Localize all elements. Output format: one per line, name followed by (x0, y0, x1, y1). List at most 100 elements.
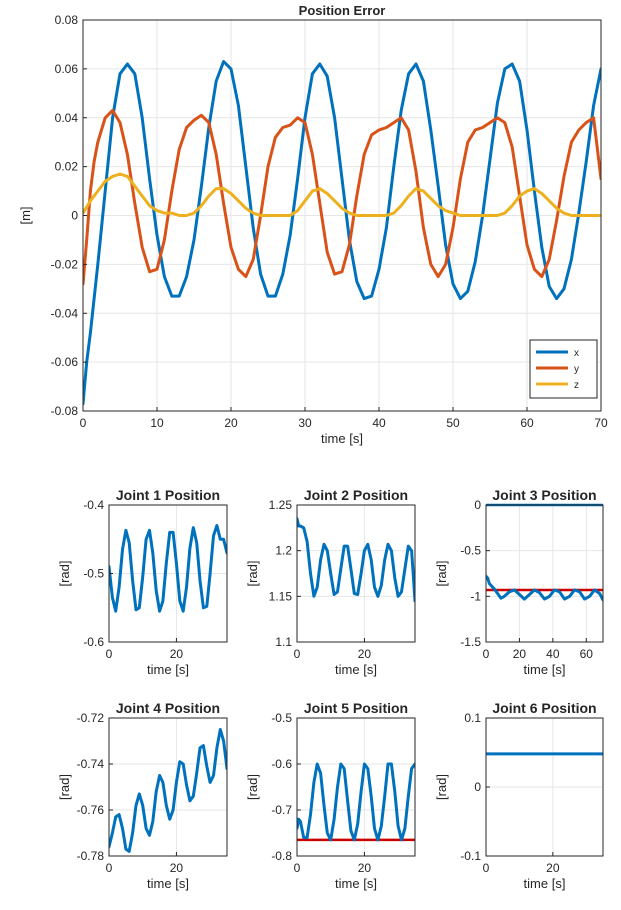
y-tick-label: -0.1 (460, 849, 481, 863)
axes-box (485, 504, 604, 643)
y-tick-label: -0.02 (51, 257, 79, 271)
axes-box (296, 504, 416, 643)
x-axis-label: time [s] (335, 876, 377, 891)
x-tick-label: 20 (170, 861, 184, 875)
y-tick-label: 0.08 (55, 13, 79, 27)
x-tick-label: 30 (298, 416, 312, 430)
y-tick-label: 0.1 (464, 711, 481, 725)
y-tick-label: 1.25 (269, 498, 293, 512)
x-axis-label: time [s] (524, 662, 566, 677)
y-tick-label: 0 (474, 498, 481, 512)
x-tick-label: 0 (106, 647, 113, 661)
y-axis-label: [rad] (434, 560, 449, 586)
chart-title: Joint 4 Position (116, 700, 220, 716)
y-axis-label: [rad] (245, 560, 260, 586)
y-axis-label: [rad] (245, 774, 260, 800)
x-tick-label: 20 (170, 647, 184, 661)
y-tick-label: 0 (474, 780, 481, 794)
x-tick-label: 20 (224, 416, 238, 430)
x-axis-label: time [s] (335, 662, 377, 677)
y-tick-label: -0.8 (271, 849, 292, 863)
x-axis-label: time [s] (321, 431, 363, 446)
chart-3: 0 20 1.1 1.15 1.2 1.25 Joint 2 Position time [s… (245, 487, 416, 677)
series-line-1 (109, 524, 227, 613)
x-axis-label: time [s] (147, 662, 189, 677)
chart-1: 0 10 20 30 40 50 60 70 -0.08 -0.06 -0.04 -0.02 0 0.02… (18, 3, 608, 446)
y-tick-label: -0.5 (83, 567, 104, 581)
x-tick-label: 60 (520, 416, 534, 430)
chart-title: Joint 2 Position (304, 487, 408, 503)
axes-box (108, 717, 228, 857)
y-tick-label: 0.04 (55, 111, 79, 125)
legend: xyz (529, 339, 598, 399)
y-tick-label: 0 (71, 209, 78, 223)
y-tick-label: -0.76 (77, 803, 105, 817)
legend-label-y: y (574, 364, 579, 375)
plot-area (297, 505, 415, 642)
axes-box (296, 717, 416, 857)
y-tick-label: -0.4 (83, 498, 104, 512)
x-tick-label: 10 (150, 416, 164, 430)
x-tick-label: 20 (358, 861, 372, 875)
y-axis-label: [rad] (434, 774, 449, 800)
x-tick-label: 20 (358, 647, 372, 661)
x-tick-label: 0 (294, 861, 301, 875)
y-tick-label: 1.2 (275, 544, 292, 558)
series-line-1 (297, 517, 415, 603)
series-line-1 (486, 574, 603, 602)
plot-area (486, 505, 603, 642)
x-tick-label: 50 (446, 416, 460, 430)
x-tick-label: 60 (580, 647, 594, 661)
series-line-1 (109, 728, 227, 853)
y-tick-label: -0.04 (51, 306, 79, 320)
series-line-y (83, 108, 601, 286)
y-tick-label: 0.02 (55, 160, 79, 174)
x-tick-label: 40 (372, 416, 386, 430)
chart-title: Joint 1 Position (116, 487, 220, 503)
y-tick-label: -0.5 (271, 711, 292, 725)
x-tick-label: 20 (546, 861, 560, 875)
series-line-1 (297, 762, 415, 842)
chart-title: Joint 5 Position (304, 700, 408, 716)
y-tick-label: -0.06 (51, 355, 79, 369)
chart-5: 0 20 -0.78 -0.76 -0.74 -0.72 Joint 4 Position t… (57, 700, 228, 891)
y-axis-label: [m] (18, 206, 33, 224)
legend-label-z: z (574, 380, 579, 391)
x-tick-label: 0 (483, 861, 490, 875)
x-tick-label: 20 (513, 647, 527, 661)
y-tick-label: -0.74 (77, 757, 105, 771)
y-tick-label: 1.1 (275, 635, 292, 649)
y-axis-label: [rad] (57, 774, 72, 800)
chart-4: 0 20 40 60 -1.5 -1 -0.5 0 Joint 3 Position time [… (434, 487, 604, 677)
y-tick-label: -0.7 (271, 803, 292, 817)
x-tick-label: 0 (80, 416, 87, 430)
y-tick-label: 0.06 (55, 62, 79, 76)
x-tick-label: 40 (546, 647, 560, 661)
x-tick-label: 0 (483, 647, 490, 661)
chart-title: Joint 3 Position (492, 487, 596, 503)
y-tick-label: -1 (470, 589, 481, 603)
x-axis-label: time [s] (147, 876, 189, 891)
chart-2: 0 20 -0.6 -0.5 -0.4 Joint 1 Position time [s] [… (57, 487, 228, 677)
y-tick-label: -0.6 (83, 635, 104, 649)
x-axis-label: time [s] (524, 876, 566, 891)
y-tick-label: -1.5 (460, 635, 481, 649)
y-tick-label: -0.78 (77, 849, 105, 863)
x-tick-label: 0 (106, 861, 113, 875)
y-tick-label: -0.72 (77, 711, 105, 725)
plot-area (109, 718, 227, 856)
chart-title: Position Error (299, 3, 386, 18)
y-tick-label: 1.15 (269, 589, 293, 603)
series-line-x (83, 60, 601, 406)
y-tick-label: -0.6 (271, 757, 292, 771)
x-tick-label: 70 (594, 416, 608, 430)
y-axis-label: [rad] (57, 560, 72, 586)
legend-label-x: x (574, 348, 579, 359)
chart-title: Joint 6 Position (492, 700, 596, 716)
y-tick-label: -0.08 (51, 404, 79, 418)
series-line-z (83, 172, 601, 217)
y-tick-label: -0.5 (460, 544, 481, 558)
chart-6: 0 20 -0.8 -0.7 -0.6 -0.5 Joint 5 Position time … (245, 700, 416, 891)
